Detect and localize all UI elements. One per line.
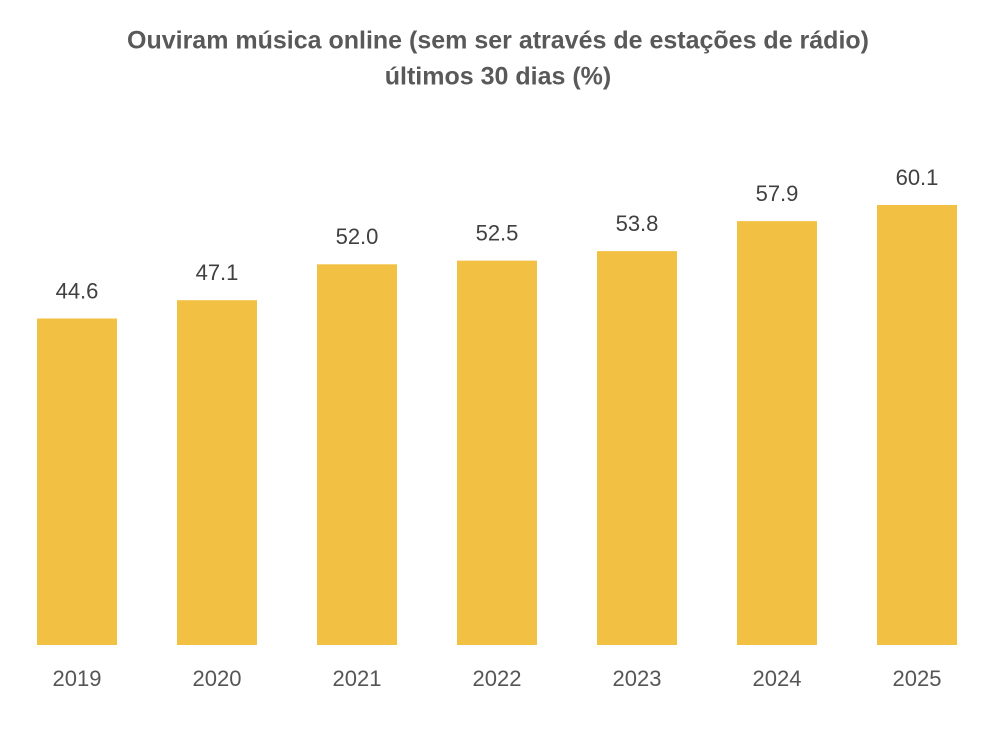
chart-title: Ouviram música online (sem ser através d… — [127, 27, 869, 55]
bar — [877, 205, 957, 645]
x-tick-label: 2021 — [333, 666, 382, 691]
value-label: 52.0 — [336, 224, 379, 249]
value-label: 52.5 — [476, 220, 519, 245]
bar — [317, 264, 397, 645]
bar — [37, 318, 117, 645]
x-tick-label: 2025 — [893, 666, 942, 691]
x-tick-label: 2024 — [753, 666, 802, 691]
value-label: 60.1 — [896, 165, 939, 190]
value-label: 44.6 — [56, 278, 99, 303]
bar — [457, 260, 537, 645]
value-label: 47.1 — [196, 260, 239, 285]
value-label: 53.8 — [616, 211, 659, 236]
x-tick-label: 2023 — [613, 666, 662, 691]
value-label: 57.9 — [756, 181, 799, 206]
x-tick-label: 2022 — [473, 666, 522, 691]
x-tick-label: 2020 — [193, 666, 242, 691]
chart-subtitle: últimos 30 dias (%) — [385, 63, 611, 91]
x-tick-label: 2019 — [53, 666, 102, 691]
bar — [737, 221, 817, 645]
bar — [597, 251, 677, 646]
bar — [177, 300, 257, 645]
